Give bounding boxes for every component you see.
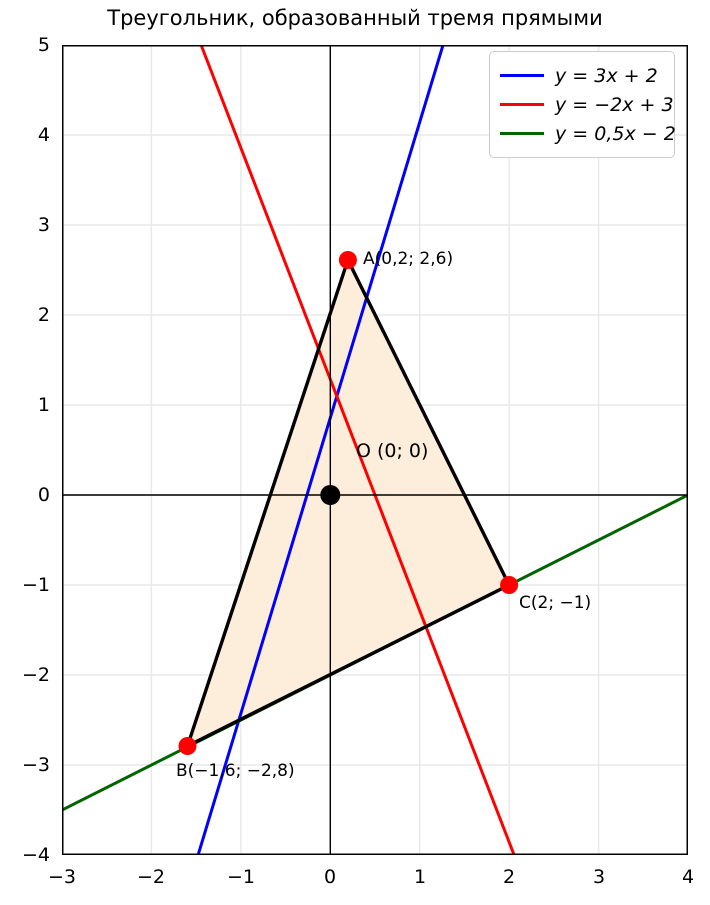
legend-item-blue: y = 3x + 2	[500, 61, 664, 90]
point-a-label: A(0,2; 2,6)	[363, 249, 454, 269]
legend-label-green: y = 0,5x − 2	[555, 122, 676, 145]
vertex-marker-a	[338, 251, 357, 269]
plot-svg	[62, 45, 688, 855]
triangle-outline	[184, 255, 512, 750]
x-tick-label-neg3: −3	[47, 866, 77, 888]
point-b-label: B(−1,6; −2,8)	[176, 761, 295, 781]
y-tick-label-neg2: −2	[21, 664, 50, 686]
origin-marker	[320, 485, 341, 505]
y-tick-label-neg3: −3	[21, 754, 50, 776]
y-tick-label-4: 4	[37, 124, 50, 146]
y-tick-label-2: 2	[37, 304, 50, 326]
y-tick-label-neg1: −1	[21, 574, 50, 596]
page-title: Треугольник, образованный тремя прямыми	[107, 6, 603, 30]
y-tick-label-3: 3	[37, 214, 50, 236]
y-tick-label-5: 5	[37, 34, 50, 56]
x-tick-label-neg2: −2	[136, 866, 166, 888]
x-tick-label-0: 0	[323, 866, 337, 888]
x-tick-label-4: 4	[681, 866, 695, 888]
legend-swatch-blue-icon	[500, 74, 544, 77]
y-tick-label-0: 0	[37, 484, 50, 506]
legend-item-red: y = −2x + 3	[500, 90, 674, 119]
legend-item-green: y = 0,5x − 2	[500, 119, 676, 148]
y-tick-label-neg4: −4	[21, 844, 50, 866]
legend-swatch-red-icon	[500, 103, 544, 106]
y-tick-label-1: 1	[37, 394, 50, 416]
plot-area: A(0,2; 2,6) B(−1,6; −2,8) C(2; −1) O (0;…	[62, 45, 688, 855]
vertex-marker-c	[500, 576, 519, 594]
vertex-marker-b	[178, 737, 197, 755]
legend-label-blue: y = 3x + 2	[555, 64, 658, 87]
line-blue-3x-plus-2	[196, 45, 445, 855]
x-tick-label-neg1: −1	[226, 866, 256, 888]
x-tick-label-2: 2	[502, 866, 516, 888]
point-c-label: C(2; −1)	[519, 593, 592, 613]
legend-swatch-green-icon	[500, 132, 544, 135]
origin-point-label: O (0; 0)	[356, 440, 429, 462]
x-tick-label-3: 3	[592, 866, 606, 888]
legend-label-red: y = −2x + 3	[555, 93, 674, 116]
x-tick-label-1: 1	[413, 866, 427, 888]
legend: y = 3x + 2 y = −2x + 3 y = 0,5x − 2	[489, 51, 676, 158]
triangle-fill	[187, 260, 510, 746]
plot-frame	[62, 45, 688, 855]
